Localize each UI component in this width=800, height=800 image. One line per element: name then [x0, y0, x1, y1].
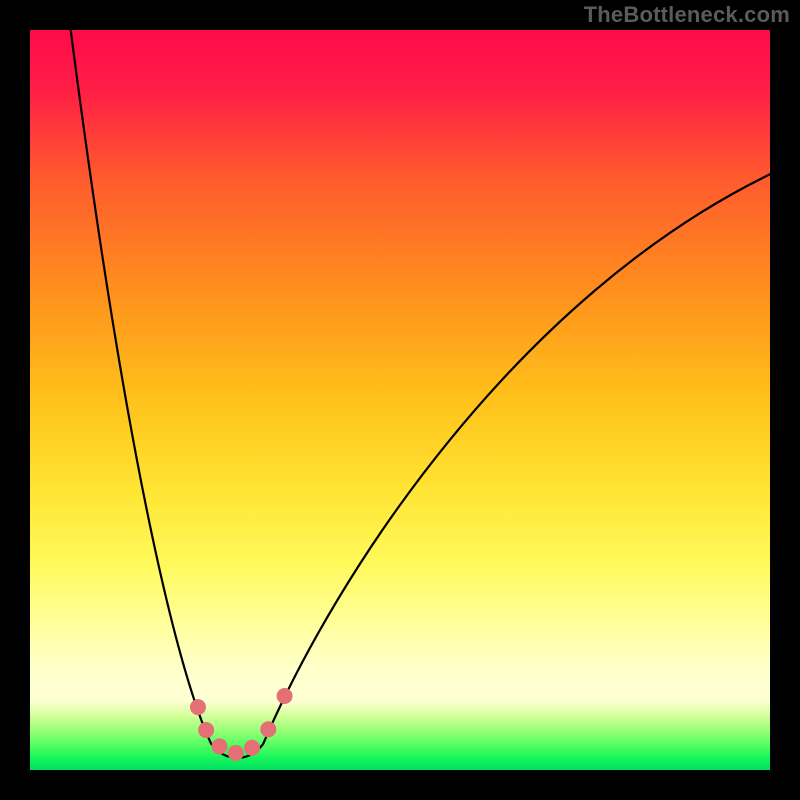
curve-marker	[212, 739, 227, 754]
curve-marker	[277, 689, 292, 704]
curve-marker	[228, 745, 243, 760]
chart-container: TheBottleneck.com	[0, 0, 800, 800]
watermark-text: TheBottleneck.com	[584, 2, 790, 28]
curve-marker	[245, 740, 260, 755]
curve-marker	[190, 700, 205, 715]
plot-background	[30, 30, 770, 770]
bottleneck-chart	[0, 0, 800, 800]
curve-marker	[261, 722, 276, 737]
curve-marker	[199, 723, 214, 738]
